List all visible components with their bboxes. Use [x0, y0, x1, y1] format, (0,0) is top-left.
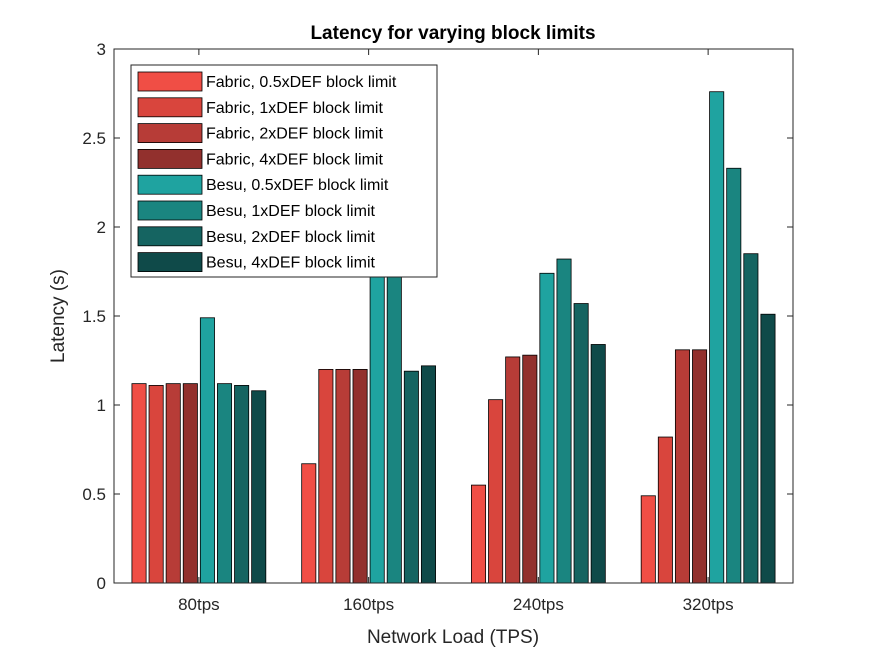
chart-title: Latency for varying block limits	[310, 23, 595, 44]
legend-label: Fabric, 0.5xDEF block limit	[206, 74, 397, 91]
bar	[573, 303, 589, 584]
legend-swatch	[137, 226, 203, 247]
y-tick-label: 0.5	[82, 485, 106, 504]
legend-swatch	[137, 252, 203, 273]
y-tick-label: 0	[97, 574, 106, 593]
legend-label: Fabric, 1xDEF block limit	[206, 100, 383, 117]
legend-label: Fabric, 4xDEF block limit	[206, 151, 383, 168]
legend-swatch	[137, 174, 203, 195]
legend-label: Fabric, 2xDEF block limit	[206, 126, 383, 143]
bar	[217, 383, 233, 584]
bar	[657, 436, 673, 584]
x-tick-label: 320tps	[683, 595, 734, 614]
legend-swatch	[137, 71, 203, 92]
bar	[539, 272, 555, 584]
y-tick-label: 1	[97, 396, 106, 415]
bar	[674, 349, 690, 584]
bar	[556, 258, 572, 584]
y-tick-label: 1.5	[82, 307, 106, 326]
bar	[590, 344, 606, 584]
bar	[760, 313, 776, 584]
bar	[148, 385, 164, 584]
x-axis-label: Network Load (TPS)	[367, 627, 539, 648]
legend-swatch	[137, 148, 203, 169]
bar	[640, 495, 656, 584]
y-tick-label: 2	[97, 218, 106, 237]
bar	[352, 368, 368, 584]
y-tick-label: 2.5	[82, 129, 106, 148]
legend-label: Besu, 0.5xDEF block limit	[206, 177, 389, 194]
y-axis-label: Latency (s)	[48, 269, 69, 363]
bar	[131, 383, 147, 584]
x-tick-label: 160tps	[343, 595, 394, 614]
bar	[234, 385, 250, 584]
bar	[488, 399, 504, 584]
bar	[318, 368, 334, 584]
x-tick-label: 240tps	[513, 595, 564, 614]
legend-swatch	[137, 123, 203, 143]
y-axis: 0 0.5 1 1.5 2 2.5 3	[82, 40, 793, 593]
x-axis: 80tps 160tps 240tps 320tps	[178, 49, 734, 614]
bar	[199, 317, 215, 584]
legend-label: Besu, 2xDEF block limit	[206, 229, 375, 246]
bar	[692, 349, 708, 584]
bar	[420, 365, 436, 584]
bar	[471, 484, 487, 584]
x-tick-label: 80tps	[178, 595, 220, 614]
bar	[726, 167, 742, 584]
bar	[743, 253, 759, 584]
legend-swatch	[137, 200, 203, 221]
bar	[403, 370, 419, 584]
bar	[251, 390, 267, 584]
bar	[505, 356, 521, 584]
y-tick-label: 3	[97, 40, 106, 59]
legend-swatch	[137, 97, 203, 118]
bar	[369, 258, 385, 584]
bar	[709, 91, 725, 584]
bar	[522, 354, 538, 584]
bars-group	[131, 91, 776, 584]
bar	[386, 258, 402, 584]
legend-label: Besu, 4xDEF block limit	[206, 255, 375, 272]
legend: Fabric, 0.5xDEF block limit Fabric, 1xDEF…	[130, 64, 438, 278]
bar	[301, 463, 317, 584]
bar	[182, 383, 198, 584]
legend-label: Besu, 1xDEF block limit	[206, 203, 375, 220]
bar	[165, 383, 181, 584]
bar	[335, 368, 351, 584]
